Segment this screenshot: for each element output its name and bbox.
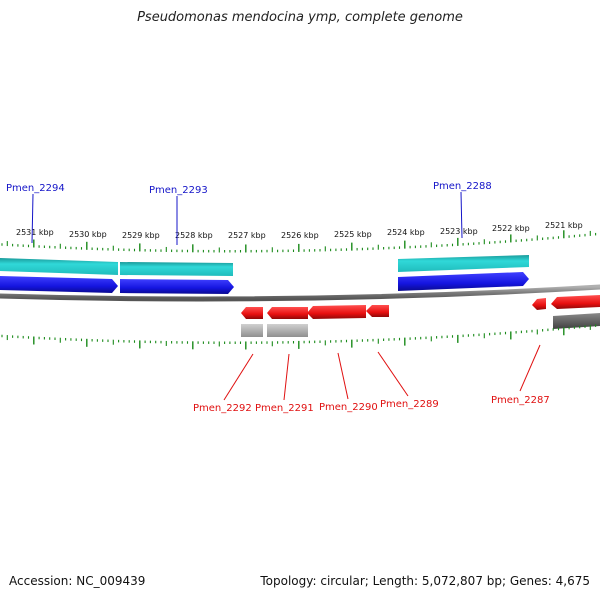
scale-label: 2523 kbp xyxy=(440,227,478,236)
label-pmen-2293[interactable]: Pmen_2293 xyxy=(149,185,208,196)
reverse-gene-track xyxy=(241,295,600,319)
gene-arrow-pmen-2287a[interactable] xyxy=(532,298,546,310)
feature-bar-pmen-2293[interactable] xyxy=(120,262,233,276)
scale-label: 2531 kbp xyxy=(16,228,54,237)
upper-tick-marks xyxy=(1,230,597,253)
label-pmen-2292[interactable]: Pmen_2292 xyxy=(193,403,252,414)
leader-line xyxy=(377,351,409,397)
feature-bar-pmen-2292[interactable] xyxy=(241,324,263,337)
scale-label: 2522 kbp xyxy=(492,224,530,233)
feature-bar-pmen-2294[interactable] xyxy=(0,258,118,275)
feature-bar-pmen-2287[interactable] xyxy=(553,313,600,329)
accession-text: Accession: NC_009439 xyxy=(9,574,146,588)
label-pmen-2288[interactable]: Pmen_2288 xyxy=(433,181,492,192)
gene-arrow-pmen-2290[interactable] xyxy=(307,305,366,319)
forward-gene-track xyxy=(0,272,529,294)
reverse-feature-track xyxy=(241,313,600,337)
map-title: Pseudomonas mendocina ymp, complete geno… xyxy=(137,10,463,25)
scale-label: 2527 kbp xyxy=(228,231,266,240)
leader-line xyxy=(460,191,463,239)
leader-line xyxy=(223,353,254,401)
gene-arrow-pmen-2288[interactable] xyxy=(398,272,529,291)
scale-label: 2530 kbp xyxy=(69,230,107,239)
gene-arrow-pmen-2289[interactable] xyxy=(366,305,389,317)
label-pmen-2294[interactable]: Pmen_2294 xyxy=(6,183,65,194)
gene-arrow-pmen-2293[interactable] xyxy=(120,279,234,294)
gene-arrow-pmen-2287[interactable] xyxy=(551,295,600,309)
leader-line xyxy=(519,344,541,392)
leader-line xyxy=(31,193,34,244)
scale-label: 2529 kbp xyxy=(122,231,160,240)
genome-backbone xyxy=(0,284,600,302)
scale-label: 2525 kbp xyxy=(334,230,372,239)
leader-line xyxy=(337,352,349,400)
label-pmen-2287[interactable]: Pmen_2287 xyxy=(491,395,550,406)
label-pmen-2289[interactable]: Pmen_2289 xyxy=(380,399,439,410)
label-pmen-2291[interactable]: Pmen_2291 xyxy=(255,403,314,414)
scale-label: 2526 kbp xyxy=(281,231,319,240)
feature-bar-pmen-2291[interactable] xyxy=(267,324,308,337)
gene-arrow-pmen-2291[interactable] xyxy=(267,307,308,319)
forward-feature-track xyxy=(0,255,529,276)
bottom-labels: Pmen_2292 Pmen_2291 Pmen_2290 Pmen_2289 … xyxy=(193,344,550,414)
upper-scale-ruler: 2531 kbp 2530 kbp 2529 kbp 2528 kbp 2527… xyxy=(1,221,597,253)
lower-tick-marks xyxy=(1,324,597,350)
scale-label: 2521 kbp xyxy=(545,221,583,230)
label-pmen-2290[interactable]: Pmen_2290 xyxy=(319,402,378,413)
scale-label: 2528 kbp xyxy=(175,231,213,240)
feature-bar-pmen-2288[interactable] xyxy=(398,255,529,272)
gene-arrow-pmen-2292[interactable] xyxy=(241,307,263,319)
scale-label: 2524 kbp xyxy=(387,228,425,237)
leader-line xyxy=(283,353,290,401)
gene-arrow-pmen-2294[interactable] xyxy=(0,276,118,293)
top-labels: Pmen_2294 Pmen_2293 Pmen_2288 xyxy=(6,181,492,245)
genome-summary-text: Topology: circular; Length: 5,072,807 bp… xyxy=(260,574,590,588)
